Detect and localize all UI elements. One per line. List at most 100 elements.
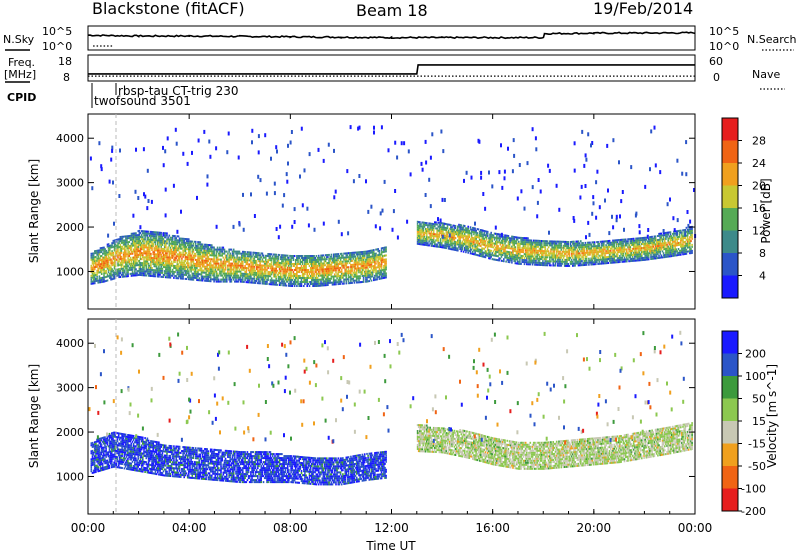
range-cell: [477, 236, 480, 239]
range-cell: [181, 263, 183, 266]
range-cell: [166, 254, 168, 257]
range-cell: [236, 264, 238, 267]
range-cell: [211, 252, 213, 255]
range-cell: [236, 274, 238, 277]
range-cell: [166, 252, 168, 255]
range-cell: [137, 256, 140, 258]
range-cell: [114, 257, 117, 260]
range-cell: [255, 276, 258, 278]
range-cell: [496, 239, 498, 241]
range-cell: [177, 263, 180, 266]
range-cell: [514, 262, 517, 265]
range-cell: [207, 268, 210, 270]
range-cell: [95, 264, 97, 266]
range-cell: [481, 237, 483, 240]
range-cell: [262, 274, 265, 277]
range-cell: [475, 253, 477, 256]
range-cell: [531, 261, 534, 264]
range-cell: [539, 256, 542, 258]
range-cell: [192, 262, 195, 265]
range-cell: [268, 259, 271, 262]
range-cell: [492, 254, 495, 257]
range-cell: [209, 254, 212, 257]
range-cell: [534, 257, 536, 260]
range-cell: [370, 251, 373, 254]
range-cell: [371, 275, 374, 278]
range-cell: [199, 257, 202, 260]
range-cell: [498, 249, 500, 252]
range-cell: [308, 259, 311, 261]
range-cell: [358, 261, 360, 264]
range-cell: [520, 248, 522, 251]
range-cell: [180, 273, 182, 276]
range-cell: [196, 261, 198, 263]
range-cell: [361, 275, 364, 277]
range-cell: [516, 260, 519, 263]
range-cell: [336, 275, 338, 278]
range-cell: [377, 254, 379, 257]
range-cell: [165, 254, 167, 257]
range-cell: [126, 275, 128, 278]
range-cell: [365, 272, 367, 275]
range-cell: [237, 276, 240, 279]
range-cell: [186, 248, 189, 251]
range-cell: [478, 230, 481, 233]
range-cell: [496, 237, 498, 239]
range-cell: [298, 263, 300, 265]
range-cell: [259, 280, 261, 283]
range-cell: [458, 229, 460, 232]
range-cell: [361, 271, 364, 273]
range-cell: [196, 245, 198, 247]
range-cell: [219, 268, 221, 271]
range-cell: [308, 265, 311, 267]
range-cell: [245, 259, 248, 262]
range-cell: [294, 273, 297, 275]
range-cell: [143, 264, 145, 267]
range-cell: [539, 240, 542, 242]
range-cell: [227, 270, 229, 273]
range-cell: [345, 274, 348, 277]
range-cell: [470, 252, 473, 255]
range-cell: [294, 261, 297, 263]
range-cell: [443, 222, 445, 225]
range-cell: [270, 253, 273, 256]
range-cell: [547, 262, 550, 265]
range-cell: [174, 275, 176, 277]
range-cell: [112, 245, 115, 248]
range-cell: [298, 257, 300, 259]
range-cell: [112, 241, 115, 244]
range-cell: [385, 258, 387, 261]
range-cell: [91, 254, 94, 257]
range-cell: [120, 239, 123, 242]
range-cell: [468, 246, 471, 248]
range-cell: [505, 256, 507, 259]
range-cell: [285, 260, 288, 263]
range-cell: [429, 232, 431, 235]
range-cell: [311, 261, 313, 263]
range-cell: [120, 237, 123, 240]
range-cell: [526, 237, 528, 240]
range-cell: [235, 262, 237, 265]
range-cell: [165, 256, 167, 259]
range-cell: [174, 267, 176, 269]
range-cell: [151, 245, 153, 247]
range-cell: [445, 223, 448, 226]
range-cell: [192, 278, 195, 281]
range-cell: [167, 274, 169, 277]
range-cell: [444, 242, 446, 245]
range-cell: [320, 258, 322, 261]
range-cell: [145, 244, 148, 247]
range-cell: [277, 263, 280, 266]
range-cell: [185, 256, 188, 259]
range-cell: [262, 260, 265, 263]
range-cell: [365, 258, 367, 261]
range-cell: [432, 237, 435, 240]
range-cell: [232, 256, 235, 259]
range-cell: [196, 275, 198, 277]
range-cell: [455, 249, 458, 252]
range-cell: [369, 257, 372, 260]
range-cell: [153, 271, 156, 274]
range-cell: [144, 272, 146, 275]
range-cell: [229, 254, 231, 257]
range-cell: [185, 258, 188, 261]
